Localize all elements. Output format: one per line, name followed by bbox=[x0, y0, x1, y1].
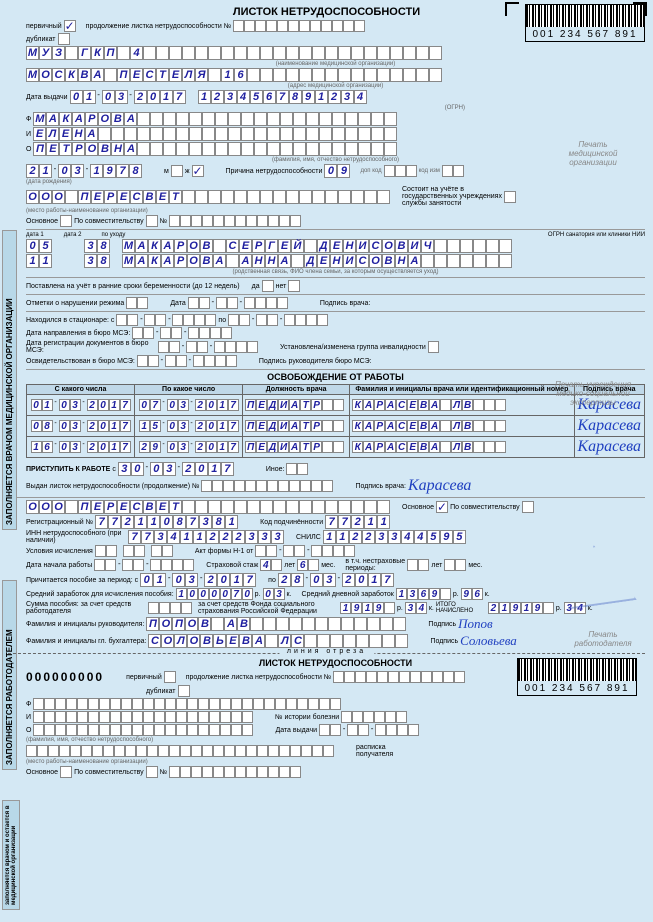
employer-cells[interactable]: ООО ПЕРЕСВЕТ bbox=[26, 190, 390, 204]
head-signature: Попов bbox=[458, 616, 493, 632]
cutline: линия отреза bbox=[8, 653, 645, 654]
reg-cells[interactable]: 77211087381 bbox=[95, 515, 238, 529]
primary-checkbox[interactable]: ✓ bbox=[64, 20, 76, 32]
doctor-signature: Карасева bbox=[408, 477, 471, 495]
inn-cells[interactable]: 773411222333 bbox=[128, 530, 284, 544]
sex-f-checkbox[interactable]: ✓ bbox=[192, 165, 204, 177]
dob-cells[interactable]: 21-03-1978 bbox=[26, 164, 142, 178]
sex-m-checkbox[interactable] bbox=[171, 165, 183, 177]
care-person2-cells[interactable]: МАКАРОВА АННА ДЕНИСОВНА bbox=[122, 254, 512, 268]
emp-main-checkbox[interactable]: ✓ bbox=[436, 501, 448, 513]
care-by-label: по уходу bbox=[101, 232, 125, 238]
subcode-cells[interactable]: 77211 bbox=[325, 515, 390, 529]
num-label: № bbox=[160, 218, 168, 225]
section-stub: заполняется врачом и остается в медицинс… bbox=[2, 800, 20, 910]
mse-stamp: Печать учреждения медико-социальной эксп… bbox=[553, 380, 633, 407]
name-cells[interactable]: ЕЛЕНА bbox=[33, 127, 397, 141]
preg-no-checkbox[interactable] bbox=[288, 280, 300, 292]
main-checkbox[interactable] bbox=[60, 215, 72, 227]
care-person1-cells[interactable]: МАКАРОВ СЕРГЕЙ ДЕНИСОВИЧ bbox=[122, 239, 512, 253]
preg-yes-checkbox[interactable] bbox=[262, 280, 274, 292]
section-employer: ЗАПОЛНЯЕТСЯ РАБОТОДАТЕЛЕМ bbox=[2, 580, 17, 770]
emp-part-checkbox[interactable] bbox=[522, 501, 534, 513]
reason-cells[interactable]: 09 bbox=[324, 164, 350, 178]
duplicate-checkbox[interactable] bbox=[58, 33, 70, 45]
employment-checkbox[interactable] bbox=[504, 191, 516, 203]
med-stamp: Печать медицинской организации bbox=[553, 140, 633, 167]
ogrn-cells[interactable]: 1234567891234 bbox=[198, 90, 367, 104]
acc-cells[interactable]: СОЛОВЬЕВА ЛС bbox=[148, 634, 408, 648]
employer-stamp: Печать работодателя bbox=[573, 630, 633, 648]
patronymic-cells[interactable]: ПЕТРОВНА bbox=[33, 142, 397, 156]
employer2-cells[interactable]: ООО ПЕРЕСВЕТ bbox=[26, 500, 390, 514]
barcode-stub: 001 234 567 891 bbox=[517, 658, 637, 696]
address-cells[interactable]: МОСКВА ПЕСТЕЛЯ 16 bbox=[26, 68, 442, 82]
surname-cells[interactable]: МАКАРОВА bbox=[33, 112, 397, 126]
acc-signature: Соловьева bbox=[460, 633, 517, 649]
issue-date-cells[interactable]: 01-03-2017 bbox=[70, 90, 186, 104]
head-cells[interactable]: ПОПОВ АВ bbox=[146, 617, 406, 631]
section-doctor: ЗАПОЛНЯЕТСЯ ВРАЧОМ МЕДИЦИНСКОЙ ОРГАНИЗАЦ… bbox=[2, 230, 17, 530]
barcode: 001 234 567 891 bbox=[525, 4, 645, 42]
return-date-cells[interactable]: 30-03-2017 bbox=[118, 462, 234, 476]
continuation-cells[interactable] bbox=[233, 20, 365, 32]
snils-cells[interactable]: 11223344595 bbox=[323, 530, 466, 544]
corner-tl bbox=[505, 2, 519, 16]
part-checkbox[interactable] bbox=[146, 215, 158, 227]
stub-number: 000000000 bbox=[26, 670, 104, 684]
org-name-cells[interactable]: МУЗ ГКП 4 bbox=[26, 46, 442, 60]
